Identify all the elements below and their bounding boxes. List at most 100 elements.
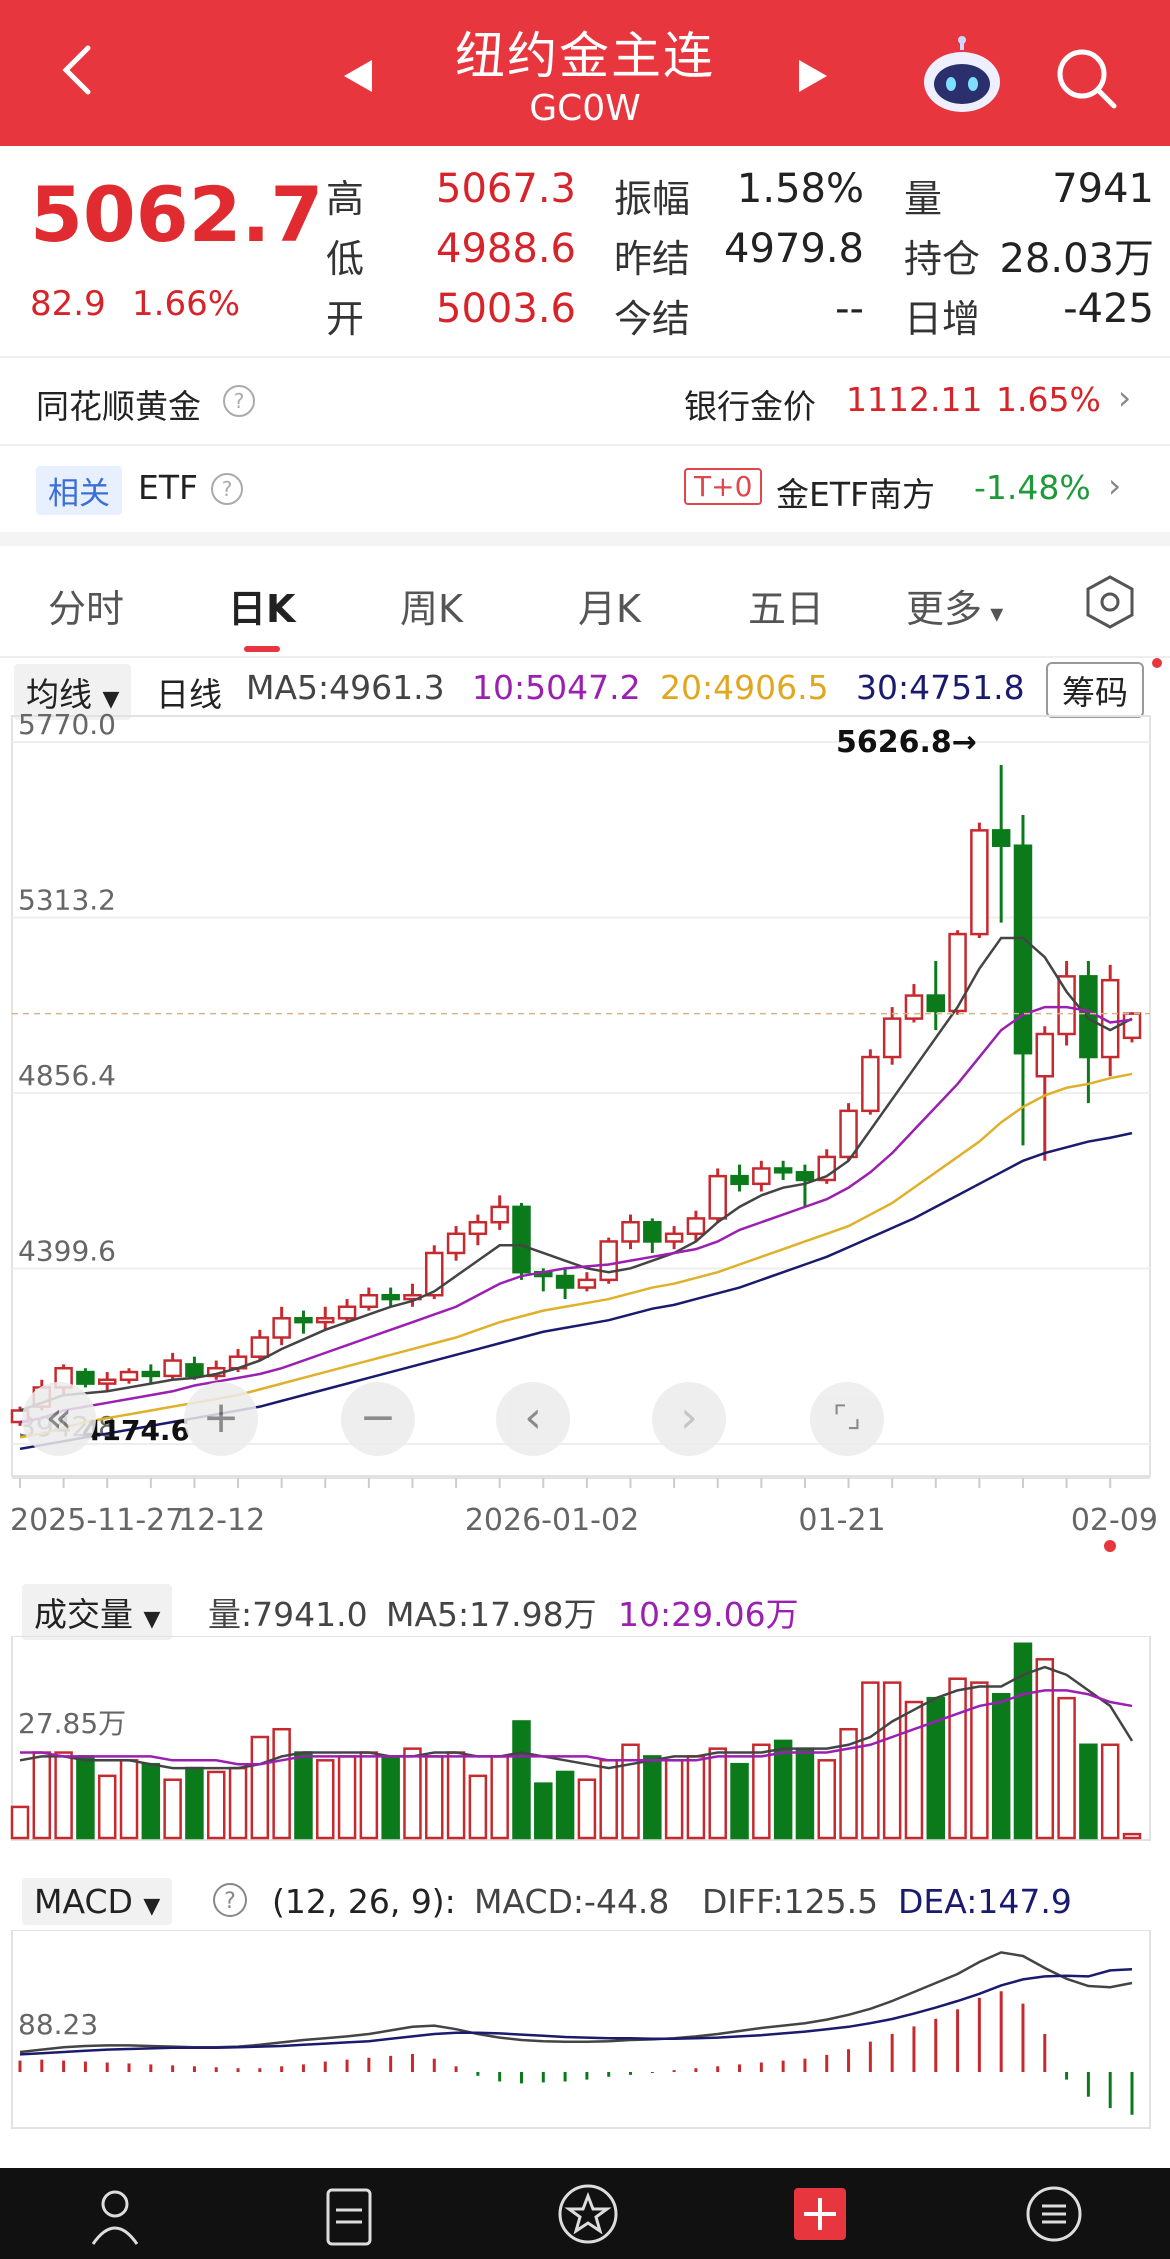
- document-icon[interactable]: [322, 2186, 376, 2250]
- volume-bar: [316, 1759, 335, 1840]
- add-box-icon[interactable]: [790, 2184, 850, 2248]
- candle: [359, 1293, 379, 1309]
- contract-code: GC0W: [529, 88, 641, 129]
- candle: [555, 1274, 575, 1289]
- candle: [599, 1240, 618, 1282]
- volume-bar: [54, 1751, 73, 1840]
- ma20-value: 20:4906.5: [660, 668, 829, 707]
- candle: [926, 994, 946, 1013]
- candlestick-chart[interactable]: 5770.05313.24856.44399.63942.85626.8→417…: [0, 712, 1170, 1552]
- divider: [0, 444, 1170, 446]
- macd-value: MACD:-44.8: [474, 1882, 670, 1921]
- volume-bar: [185, 1766, 204, 1840]
- scroll-left-button[interactable]: ‹: [496, 1382, 570, 1456]
- indicator-dropdown[interactable]: 均线 ▼: [14, 664, 132, 720]
- candle: [1122, 1012, 1142, 1040]
- help-icon[interactable]: ?: [210, 472, 244, 514]
- candle: [294, 1317, 313, 1324]
- tab-2[interactable]: 周K: [400, 587, 463, 631]
- prev-contract-icon[interactable]: [340, 56, 376, 100]
- volume-bar: [1035, 1658, 1055, 1840]
- price-change-pct: 1.66%: [132, 284, 241, 324]
- volume-bar: [76, 1755, 95, 1840]
- etf-label: ETF: [138, 468, 198, 507]
- help-icon[interactable]: ?: [212, 1882, 248, 1922]
- zoom-out-button[interactable]: −: [341, 1382, 415, 1456]
- volume-bar: [228, 1766, 248, 1840]
- settings-hex-icon[interactable]: [1082, 574, 1138, 634]
- svg-text:?: ?: [222, 477, 233, 501]
- menu-circle-icon[interactable]: [1024, 2184, 1084, 2248]
- chip-distribution-button[interactable]: 筹码: [1046, 662, 1144, 718]
- candle: [185, 1363, 204, 1378]
- volume-bar: [752, 1743, 771, 1840]
- gold-index-row[interactable]: 同花顺黄金 ? 银行金价 1112.11 1.65% ›: [0, 358, 1170, 444]
- tab-4[interactable]: 五日: [748, 587, 825, 631]
- macd-dea-line: [19, 1967, 1133, 2056]
- volume-bar: [425, 1755, 444, 1840]
- macd-title: MACD: [34, 1882, 133, 1921]
- macd-dropdown[interactable]: MACD ▼: [22, 1878, 173, 1925]
- star-badge-icon[interactable]: [556, 2182, 620, 2250]
- section-gap: [0, 532, 1170, 546]
- quote-value: 7941: [1052, 166, 1154, 212]
- zoom-in-button[interactable]: +: [184, 1382, 258, 1456]
- dea-value: DEA:147.9: [898, 1882, 1072, 1921]
- volume-value: 量:7941.0: [208, 1595, 368, 1634]
- back-icon[interactable]: [50, 40, 110, 100]
- candle: [1057, 975, 1076, 1036]
- volume-bar: [730, 1762, 749, 1840]
- candle: [468, 1220, 488, 1236]
- volume-bar: [970, 1681, 989, 1840]
- quote-label: 高: [326, 177, 365, 221]
- svg-text:?: ?: [224, 1889, 236, 1914]
- next-contract-icon[interactable]: [795, 56, 831, 100]
- quote-value: 1.58%: [736, 166, 864, 212]
- volume-bar: [1057, 1696, 1076, 1840]
- related-etf-row[interactable]: 相关 ETF ? T+0 金ETF南方 -1.48% ›: [0, 446, 1170, 532]
- quote-label: 今结: [614, 297, 691, 341]
- fullscreen-button[interactable]: ⌜⌟: [810, 1382, 884, 1456]
- user-icon[interactable]: [88, 2186, 142, 2250]
- quote-label: 低: [326, 237, 365, 281]
- search-icon[interactable]: [1052, 44, 1120, 116]
- gold-label: 同花顺黄金: [36, 387, 201, 426]
- volume-bar: [512, 1720, 531, 1840]
- volume-bar: [490, 1755, 509, 1840]
- y-tick-label: 4856.4: [18, 1059, 116, 1092]
- help-icon[interactable]: ?: [222, 384, 256, 426]
- x-tick-label: 02-09: [1071, 1503, 1158, 1538]
- volume-bar: [32, 1751, 52, 1840]
- candle: [141, 1370, 161, 1378]
- candle: [119, 1370, 139, 1382]
- volume-dropdown[interactable]: 成交量 ▼: [22, 1584, 173, 1640]
- etf-name: 金ETF南方: [776, 475, 935, 514]
- candle: [490, 1205, 509, 1224]
- volume-bar: [817, 1759, 836, 1840]
- caret-down-icon: ▼: [102, 687, 120, 712]
- tab-3[interactable]: 月K: [578, 587, 641, 631]
- caret-down-icon: ▾: [982, 599, 1004, 629]
- page-title: 纽约金主连: [455, 27, 715, 85]
- volume-bar: [337, 1755, 357, 1840]
- candle: [861, 1055, 880, 1113]
- last-price: 5062.7: [30, 170, 324, 259]
- tab-1[interactable]: 日K: [228, 587, 296, 631]
- volume-ma10: 10:29.06万: [618, 1595, 799, 1634]
- quote-label: 昨结: [614, 237, 691, 281]
- tab-5[interactable]: 更多 ▾: [906, 587, 1004, 631]
- scroll-left-fast-button[interactable]: «: [22, 1382, 96, 1456]
- tab-0[interactable]: 分时: [48, 587, 125, 631]
- scroll-right-button[interactable]: ›: [652, 1382, 726, 1456]
- volume-bar: [97, 1774, 117, 1840]
- y-tick-label: 5313.2: [18, 884, 116, 917]
- t0-tag: T+0: [684, 468, 763, 505]
- min-price-label: 4174.6: [82, 1414, 190, 1447]
- max-price-label: 5626.8→: [836, 725, 977, 760]
- candle: [446, 1232, 466, 1255]
- candle: [97, 1378, 117, 1385]
- volume-bar: [250, 1735, 270, 1840]
- robot-assistant-icon[interactable]: [918, 36, 1006, 120]
- bank-gold-price: 1112.11: [846, 380, 983, 419]
- candle: [577, 1278, 597, 1289]
